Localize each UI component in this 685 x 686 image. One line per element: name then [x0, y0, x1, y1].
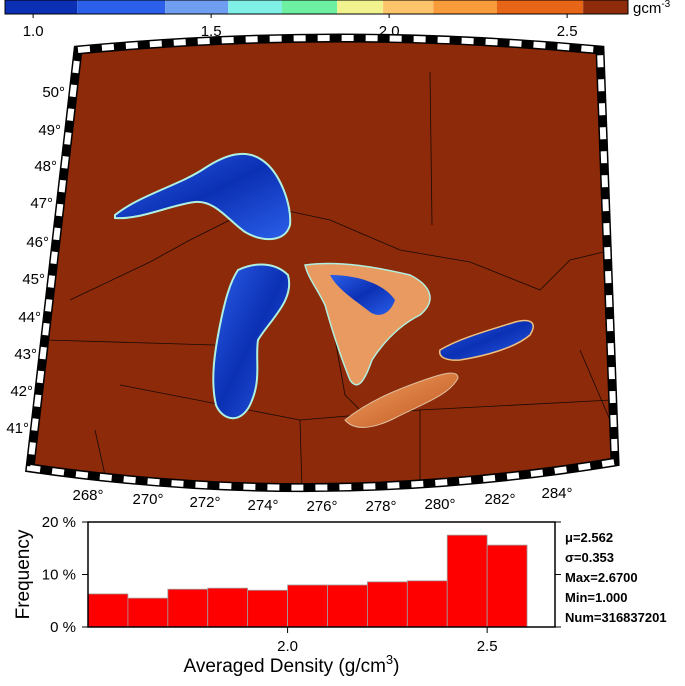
colorbar-segment	[337, 0, 384, 14]
lat-label: 47°	[30, 195, 53, 212]
colorbar-tick-label: 1.5	[201, 23, 222, 40]
x-axis-label-part: )	[393, 656, 399, 677]
lake-huron-deep	[330, 275, 395, 315]
lat-label: 43°	[14, 346, 37, 363]
colorbar-frame	[4, 0, 629, 15]
x-axis-label-superscript: 3	[386, 652, 393, 667]
lake-erie	[344, 372, 459, 428]
lon-label: 268°	[72, 487, 103, 504]
x-tick-label: 2.0	[277, 638, 298, 655]
bar	[287, 584, 328, 628]
lat-label: 46°	[26, 234, 49, 251]
colorbar-unit: gcm-3	[633, 0, 671, 17]
lake-huron	[304, 262, 431, 386]
bar	[167, 588, 209, 628]
colorbar-segment	[165, 0, 229, 14]
y-axis-label: Frequency	[13, 529, 34, 619]
colorbar-tick-label: 2.5	[557, 23, 578, 40]
bar	[247, 589, 288, 628]
colorbar-unit-exponent: -3	[661, 0, 670, 10]
lon-label: 276°	[306, 498, 337, 515]
lon-label: 280°	[424, 496, 455, 513]
lon-label: 284°	[541, 485, 572, 502]
colorbar-segment	[383, 0, 434, 14]
lon-label: 270°	[132, 491, 163, 508]
lon-label: 282°	[484, 491, 515, 508]
bar	[87, 593, 129, 628]
bar	[207, 587, 249, 628]
stat-label: Min=1.000	[565, 590, 628, 605]
y-tick-label: 0 %	[50, 619, 76, 636]
lake-ontario	[438, 319, 534, 361]
y-tick-label: 10 %	[42, 567, 76, 584]
lat-label: 48°	[34, 158, 57, 175]
map: 50° 49° 48° 47° 46° 45° 44° 43° 42° 41° …	[6, 33, 620, 515]
colorbar-segment	[583, 0, 628, 14]
x-tick-label: 2.5	[477, 638, 498, 655]
bar	[127, 597, 169, 628]
colorbar-segment	[433, 0, 497, 14]
lat-label: 50°	[42, 84, 65, 101]
lon-label: 272°	[189, 494, 220, 511]
lat-label: 45°	[22, 271, 45, 288]
colorbar-segment	[5, 0, 78, 14]
lon-label: 278°	[365, 498, 396, 515]
x-axis-label-part: Averaged Density (g/cm	[184, 656, 386, 677]
bar	[486, 544, 528, 628]
stat-label: σ=0.353	[565, 550, 614, 565]
colorbar-unit-base: gcm	[633, 0, 661, 17]
bar	[406, 580, 448, 628]
lat-label: 41°	[6, 420, 29, 437]
stat-label: μ=2.562	[565, 530, 613, 545]
colorbar-tick-label: 1.0	[23, 23, 44, 40]
colorbar-segment	[228, 0, 282, 14]
lake-michigan	[212, 263, 291, 420]
lake-superior	[114, 152, 292, 240]
map-frame	[25, 33, 620, 493]
bar	[446, 534, 488, 628]
y-tick-label: 20 %	[42, 514, 76, 531]
lat-label: 42°	[10, 383, 33, 400]
stat-label: Num=316837201	[565, 610, 667, 625]
bar	[327, 584, 368, 628]
colorbar-segment	[281, 0, 338, 14]
colorbar-segment	[496, 0, 584, 14]
colorbar-segment	[77, 0, 166, 14]
stat-label: Max=2.6700	[565, 570, 638, 585]
lat-label: 49°	[38, 122, 61, 139]
lat-label: 44°	[18, 309, 41, 326]
histogram: 0 % 10 % 20 % 2.0 2.5 Frequency Averaged Densi…	[13, 514, 667, 677]
lon-label: 274°	[247, 497, 278, 514]
x-axis-label: Averaged Density (g/cm3)	[184, 652, 400, 677]
bar	[367, 581, 408, 628]
